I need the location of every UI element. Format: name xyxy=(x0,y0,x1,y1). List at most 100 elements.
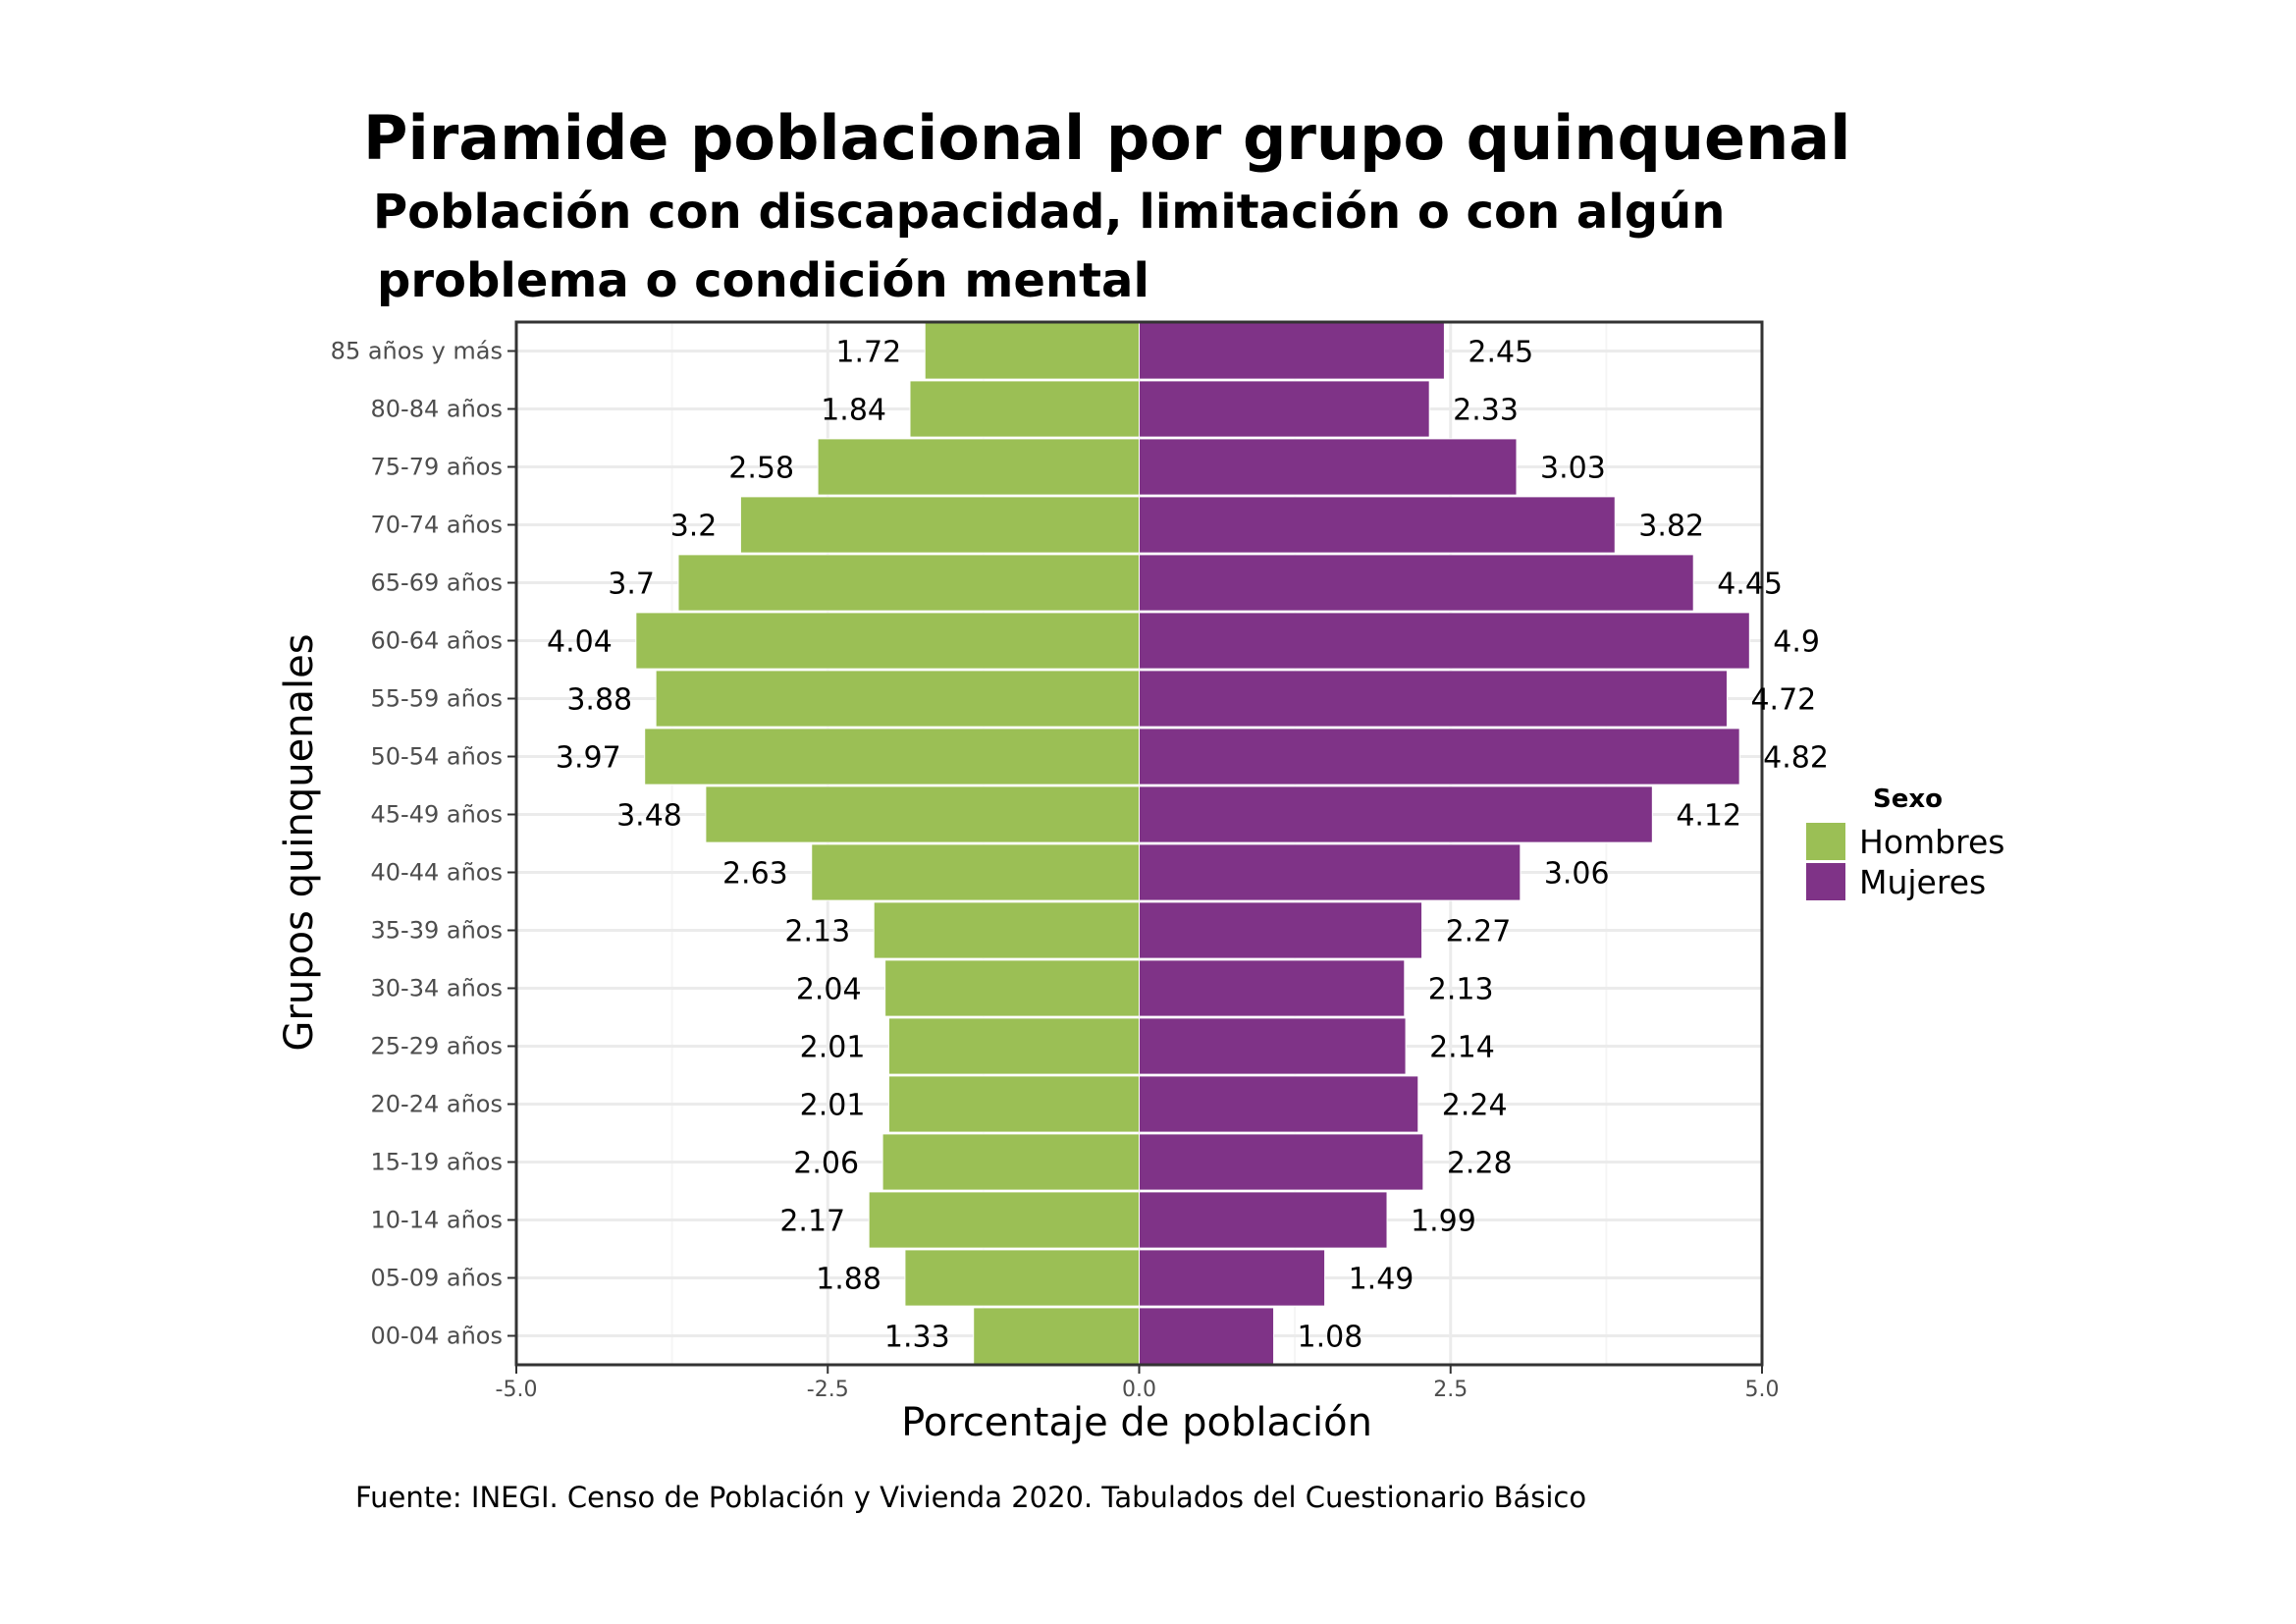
value-label-mujeres: 4.9 xyxy=(1773,625,1820,660)
bar-hombres xyxy=(635,612,1140,670)
bar-mujeres xyxy=(1139,1249,1326,1307)
y-tick-label: 35-39 años xyxy=(371,917,503,945)
value-label-hombres: 3.48 xyxy=(616,799,682,834)
value-label-hombres: 2.04 xyxy=(796,973,862,1007)
value-label-mujeres: 4.45 xyxy=(1717,568,1783,602)
y-tick-label: 25-29 años xyxy=(371,1033,503,1060)
value-labels: 1.72 2.45 1.84 2.33 2.58 3.03 3.2 3.82 3.7 4.45 4.… xyxy=(547,336,1829,1355)
value-label-mujeres: 2.33 xyxy=(1453,394,1519,428)
bar-mujeres xyxy=(1139,785,1653,843)
y-tick-label: 55-59 años xyxy=(371,685,503,713)
value-label-hombres: 2.58 xyxy=(728,452,794,486)
value-label-mujeres: 3.06 xyxy=(1544,857,1610,892)
chart-title: Piramide poblacional por grupo quinquena… xyxy=(363,102,1850,174)
value-label-mujeres: 2.24 xyxy=(1442,1089,1508,1123)
bar-mujeres xyxy=(1139,728,1740,785)
bar-hombres xyxy=(644,728,1140,785)
bar-hombres xyxy=(817,438,1141,496)
bar-mujeres xyxy=(1139,1075,1419,1133)
bar-hombres xyxy=(811,843,1140,901)
y-tick-label: 05-09 años xyxy=(371,1265,503,1292)
bar-mujeres xyxy=(1139,612,1750,670)
value-label-hombres: 2.06 xyxy=(793,1147,859,1181)
bar-hombres xyxy=(884,959,1141,1017)
bar-hombres xyxy=(881,1133,1140,1191)
value-label-hombres: 3.88 xyxy=(566,683,632,718)
x-tick-label: 5.0 xyxy=(1745,1378,1780,1402)
value-label-mujeres: 3.82 xyxy=(1638,510,1704,544)
bar-mujeres xyxy=(1139,1017,1407,1075)
bar-mujeres xyxy=(1139,1307,1275,1365)
legend-title: Sexo xyxy=(1873,785,1943,814)
y-tick-label: 20-24 años xyxy=(371,1091,503,1118)
y-tick-label: 45-49 años xyxy=(371,801,503,829)
y-tick-label: 10-14 años xyxy=(371,1207,503,1234)
bar-mujeres xyxy=(1139,843,1522,901)
bar-hombres xyxy=(655,670,1140,728)
value-label-mujeres: 2.27 xyxy=(1446,915,1512,949)
value-label-mujeres: 4.12 xyxy=(1676,799,1741,834)
bar-mujeres xyxy=(1139,496,1616,554)
y-tick-label: 60-64 años xyxy=(371,627,503,655)
y-tick-label: 70-74 años xyxy=(371,512,503,539)
bars xyxy=(635,322,1750,1365)
y-tick-label: 30-34 años xyxy=(371,975,503,1002)
value-label-hombres: 2.17 xyxy=(779,1205,845,1239)
value-label-hombres: 1.84 xyxy=(821,394,886,428)
value-label-mujeres: 2.14 xyxy=(1429,1031,1495,1065)
value-label-mujeres: 1.08 xyxy=(1298,1321,1363,1355)
legend-label-mujeres: Mujeres xyxy=(1859,863,1986,901)
bar-mujeres xyxy=(1139,1133,1424,1191)
x-tick-label: -2.5 xyxy=(807,1378,849,1402)
value-label-hombres: 2.13 xyxy=(784,915,850,949)
x-tick-label: 0.0 xyxy=(1122,1378,1156,1402)
y-tick-label: 15-19 años xyxy=(371,1149,503,1176)
bar-hombres xyxy=(904,1249,1140,1307)
value-label-mujeres: 2.45 xyxy=(1468,336,1533,370)
bar-hombres xyxy=(868,1191,1140,1249)
legend: Sexo Hombres Mujeres xyxy=(1806,785,2004,901)
y-tick-label: 85 años y más xyxy=(331,338,503,365)
bar-hombres xyxy=(677,554,1140,612)
value-label-mujeres: 1.99 xyxy=(1411,1205,1476,1239)
bar-hombres xyxy=(739,496,1140,554)
value-label-mujeres: 1.49 xyxy=(1349,1263,1415,1297)
legend-label-hombres: Hombres xyxy=(1859,823,2004,861)
value-label-hombres: 1.72 xyxy=(835,336,901,370)
chart-subtitle-line-2: problema o condición mental xyxy=(377,253,1149,308)
source-note: Fuente: INEGI. Censo de Población y Vivi… xyxy=(355,1481,1586,1514)
value-label-hombres: 3.97 xyxy=(556,741,621,776)
bar-hombres xyxy=(873,901,1140,959)
y-tick-label: 80-84 años xyxy=(371,396,503,423)
value-label-mujeres: 4.82 xyxy=(1763,741,1829,776)
bar-mujeres xyxy=(1139,1191,1388,1249)
value-label-mujeres: 3.03 xyxy=(1540,452,1606,486)
bar-mujeres xyxy=(1139,959,1406,1017)
y-tick-label: 50-54 años xyxy=(371,743,503,771)
legend-swatch-mujeres xyxy=(1806,863,1845,900)
bar-hombres xyxy=(887,1017,1141,1075)
y-tick-label: 40-44 años xyxy=(371,859,503,887)
y-tick-label: 75-79 años xyxy=(371,454,503,481)
bar-hombres xyxy=(973,1307,1141,1365)
bar-hombres xyxy=(887,1075,1141,1133)
y-axis-title: Grupos quinquenales xyxy=(277,633,322,1051)
legend-swatch-hombres xyxy=(1806,823,1845,860)
chart-subtitle-line-1: Población con discapacidad, limitación o… xyxy=(373,185,1725,240)
x-axis-title: Porcentaje de población xyxy=(901,1400,1372,1445)
x-axis-ticks: -5.0 -2.5 0.0 2.5 5.0 xyxy=(496,1365,1780,1402)
x-tick-label: 2.5 xyxy=(1433,1378,1468,1402)
bar-mujeres xyxy=(1139,670,1728,728)
value-label-hombres: 3.2 xyxy=(670,510,718,544)
value-label-hombres: 3.7 xyxy=(608,568,655,602)
bar-mujeres xyxy=(1139,380,1430,438)
bar-mujeres xyxy=(1139,901,1423,959)
value-label-mujeres: 4.72 xyxy=(1750,683,1816,718)
value-label-mujeres: 2.28 xyxy=(1447,1147,1513,1181)
value-label-hombres: 2.63 xyxy=(722,857,788,892)
value-label-hombres: 2.01 xyxy=(800,1031,866,1065)
x-tick-label: -5.0 xyxy=(496,1378,538,1402)
bar-hombres xyxy=(909,380,1141,438)
y-axis-ticks: 85 años y más 80-84 años 75-79 años 70-74 a… xyxy=(331,338,516,1350)
